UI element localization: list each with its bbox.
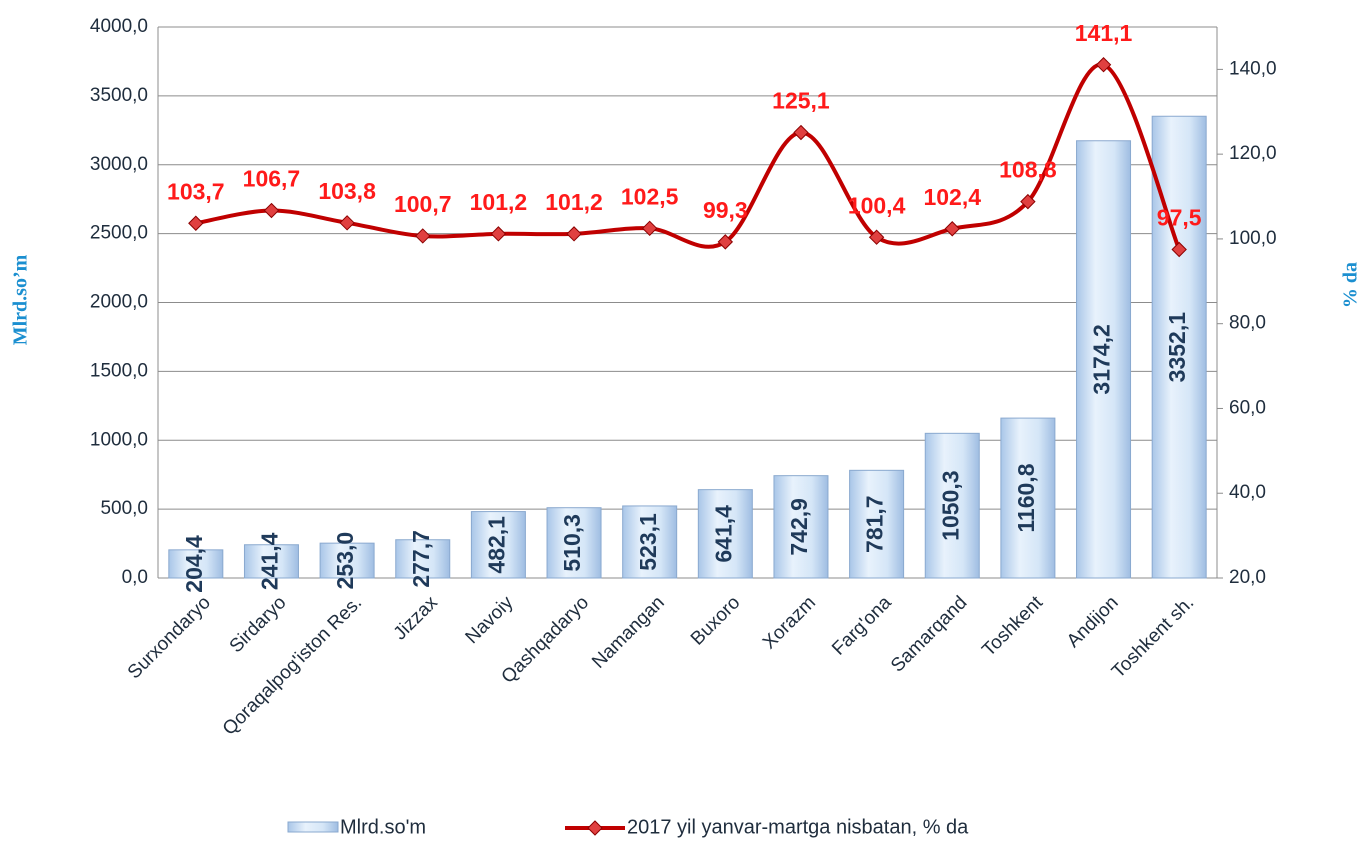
line-value-label: 102,4 [923, 184, 981, 210]
bar-value-label: 1160,8 [1013, 463, 1039, 532]
bar-value-label: 742,9 [786, 498, 812, 556]
x-tick-label: Xorazm [759, 592, 820, 653]
x-tick-label: Toshkent [978, 592, 1047, 661]
y2-tick-label: 120,0 [1229, 143, 1277, 164]
y-tick-label: 2000,0 [90, 292, 148, 313]
line-marker [188, 215, 204, 231]
line-value-label: 141,1 [1075, 20, 1133, 46]
line-marker [793, 124, 809, 141]
x-tick-label: Sirdaryo [226, 592, 291, 657]
line-marker [717, 234, 734, 250]
bar [395, 539, 451, 579]
y2-axis-label: % da [1340, 262, 1362, 308]
y2-tick-label: 80,0 [1229, 313, 1266, 334]
y2-tick-label: 140,0 [1229, 58, 1277, 79]
line [195, 62, 1182, 251]
line-value-label: 125,1 [772, 88, 830, 114]
bar [1076, 140, 1132, 579]
bar-value-label: 277,7 [408, 530, 434, 588]
y2-tick-label: 20,0 [1229, 567, 1266, 588]
x-tick-label: Buxoro [687, 592, 744, 649]
bar [546, 507, 602, 579]
bar-value-label: 3352,1 [1164, 312, 1190, 383]
line-value-label: 103,7 [167, 178, 225, 204]
line-marker [1095, 57, 1112, 73]
line-marker [263, 202, 280, 219]
bar-value-label: 482,1 [483, 516, 509, 574]
line-marker [944, 221, 960, 237]
x-tick-label: Qoraqalpog'iston Res. [219, 592, 366, 739]
bar [773, 475, 829, 579]
y-tick-label: 4000,0 [90, 16, 148, 37]
y-tick-label: 500,0 [100, 498, 148, 519]
x-tick-label: Samarqand [887, 592, 971, 676]
x-tick-label: Jizzax [390, 592, 443, 645]
line-marker [339, 215, 355, 231]
line-marker [415, 228, 431, 244]
line-marker [1020, 193, 1036, 210]
bar [470, 511, 526, 579]
y2-tick-label: 40,0 [1229, 482, 1266, 503]
legend-label: 2017 yil yanvar-martga nisbatan, % da [627, 816, 969, 838]
y2-tick-label: 60,0 [1229, 397, 1266, 418]
line-value-label: 99,3 [703, 197, 748, 223]
line-marker [641, 220, 658, 237]
line-marker [566, 226, 582, 242]
bar [319, 542, 375, 579]
x-tick-label: Farg'ona [828, 592, 896, 660]
bar-value-label: 3174,2 [1089, 324, 1115, 394]
y-tick-label: 0,0 [122, 567, 148, 588]
bar [849, 469, 905, 579]
line-value-label: 102,5 [621, 183, 679, 209]
line-value-label: 106,7 [243, 166, 301, 192]
line-value-label: 103,8 [318, 178, 376, 204]
bar-value-label: 204,4 [181, 535, 207, 593]
y-tick-label: 1500,0 [90, 360, 148, 381]
x-tick-label: Namangan [588, 592, 669, 673]
x-tick-label: Surxondaryo [124, 592, 215, 683]
legend-swatch [587, 820, 603, 836]
y-tick-label: 3500,0 [90, 85, 148, 106]
x-tick-label: Andijon [1063, 592, 1123, 652]
bar-value-label: 641,4 [710, 505, 736, 563]
x-tick-label: Toshkent sh. [1108, 592, 1198, 682]
line-value-label: 108,8 [999, 157, 1057, 183]
line-marker [1171, 241, 1187, 258]
bar-value-label: 253,0 [332, 532, 358, 590]
bar-value-label: 781,7 [862, 495, 888, 553]
legend-label: Mlrd.so'm [340, 816, 426, 838]
line-marker [490, 226, 507, 242]
bar [924, 432, 980, 579]
line-value-label: 100,7 [394, 191, 452, 217]
bar [168, 549, 224, 579]
bar-value-label: 510,3 [559, 514, 585, 572]
bar-value-label: 523,1 [635, 513, 661, 571]
bar-value-label: 1050,3 [937, 470, 963, 540]
line-value-label: 100,4 [848, 192, 906, 218]
line-value-label: 101,2 [545, 189, 603, 215]
bar [243, 544, 299, 579]
y-tick-label: 3000,0 [90, 154, 148, 175]
line-value-label: 101,2 [470, 189, 528, 215]
x-tick-label: Navoiy [462, 592, 518, 648]
bar-value-label: 241,4 [257, 532, 283, 590]
y-axis-label: Mlrd.so’m [10, 254, 32, 345]
line-value-label: 97,5 [1157, 205, 1202, 231]
y2-tick-label: 100,0 [1229, 228, 1277, 249]
bar [1000, 417, 1056, 579]
y-tick-label: 1000,0 [90, 429, 148, 450]
bar [697, 489, 753, 579]
y-tick-label: 2500,0 [90, 223, 148, 244]
line-marker [868, 229, 885, 245]
legend-swatch [287, 821, 339, 833]
bar [622, 505, 678, 579]
